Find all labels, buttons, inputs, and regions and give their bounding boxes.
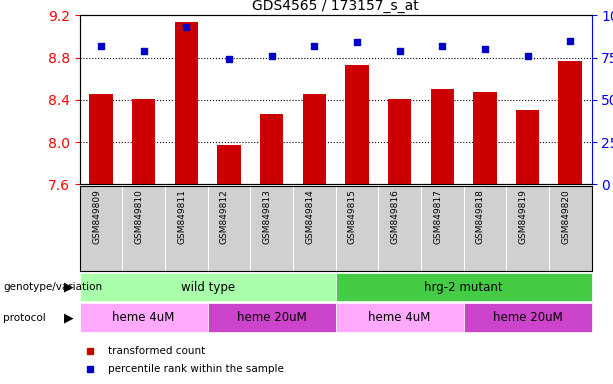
Bar xyxy=(123,186,165,271)
Point xyxy=(565,38,575,44)
Bar xyxy=(293,186,336,271)
Bar xyxy=(303,93,326,184)
Point xyxy=(181,24,191,30)
Text: GSM849817: GSM849817 xyxy=(433,189,442,244)
Point xyxy=(310,43,319,49)
Point xyxy=(523,53,533,59)
Bar xyxy=(336,273,592,301)
Bar xyxy=(250,186,293,271)
Point xyxy=(395,48,405,54)
Point xyxy=(352,39,362,45)
Text: transformed count: transformed count xyxy=(108,346,205,356)
Bar xyxy=(336,303,463,332)
Bar xyxy=(89,93,113,184)
Bar xyxy=(473,93,497,184)
Bar xyxy=(516,110,539,184)
Text: genotype/variation: genotype/variation xyxy=(3,282,102,292)
Text: ▶: ▶ xyxy=(64,311,74,324)
Text: heme 20uM: heme 20uM xyxy=(493,311,563,324)
Bar xyxy=(336,186,378,271)
Text: GSM849814: GSM849814 xyxy=(305,189,314,243)
Bar xyxy=(260,114,283,184)
Text: GSM849812: GSM849812 xyxy=(220,189,229,243)
Text: heme 20uM: heme 20uM xyxy=(237,311,306,324)
Bar xyxy=(558,61,582,184)
Point xyxy=(224,56,234,62)
Text: GSM849820: GSM849820 xyxy=(562,189,570,243)
Bar xyxy=(208,186,250,271)
Bar xyxy=(549,186,592,271)
Bar xyxy=(208,303,336,332)
Bar xyxy=(165,186,208,271)
Bar xyxy=(132,99,156,184)
Text: GSM849816: GSM849816 xyxy=(390,189,400,244)
Bar xyxy=(430,89,454,184)
Title: GDS4565 / 173157_s_at: GDS4565 / 173157_s_at xyxy=(252,0,419,13)
Point xyxy=(480,46,490,52)
Text: GSM849819: GSM849819 xyxy=(519,189,528,244)
Text: wild type: wild type xyxy=(181,281,235,293)
Bar xyxy=(378,186,421,271)
Text: hrg-2 mutant: hrg-2 mutant xyxy=(424,281,503,293)
Bar xyxy=(175,22,198,184)
Text: ▶: ▶ xyxy=(64,281,74,293)
Bar xyxy=(463,186,506,271)
Bar xyxy=(506,186,549,271)
Text: protocol: protocol xyxy=(3,313,46,323)
Bar xyxy=(80,303,208,332)
Text: percentile rank within the sample: percentile rank within the sample xyxy=(108,364,284,374)
Point xyxy=(267,53,276,59)
Text: heme 4uM: heme 4uM xyxy=(112,311,175,324)
Text: GSM849813: GSM849813 xyxy=(262,189,272,244)
Point xyxy=(139,48,148,54)
Bar xyxy=(345,65,368,184)
Text: heme 4uM: heme 4uM xyxy=(368,311,431,324)
Bar xyxy=(421,186,463,271)
Bar xyxy=(463,303,592,332)
Bar xyxy=(80,186,123,271)
Text: GSM849809: GSM849809 xyxy=(92,189,101,244)
Text: GSM849815: GSM849815 xyxy=(348,189,357,244)
Bar xyxy=(217,145,241,184)
Text: GSM849818: GSM849818 xyxy=(476,189,485,244)
Point xyxy=(437,43,447,49)
Text: GSM849811: GSM849811 xyxy=(177,189,186,244)
Bar xyxy=(388,99,411,184)
Point xyxy=(96,43,106,49)
Text: GSM849810: GSM849810 xyxy=(135,189,143,244)
Bar xyxy=(80,273,336,301)
